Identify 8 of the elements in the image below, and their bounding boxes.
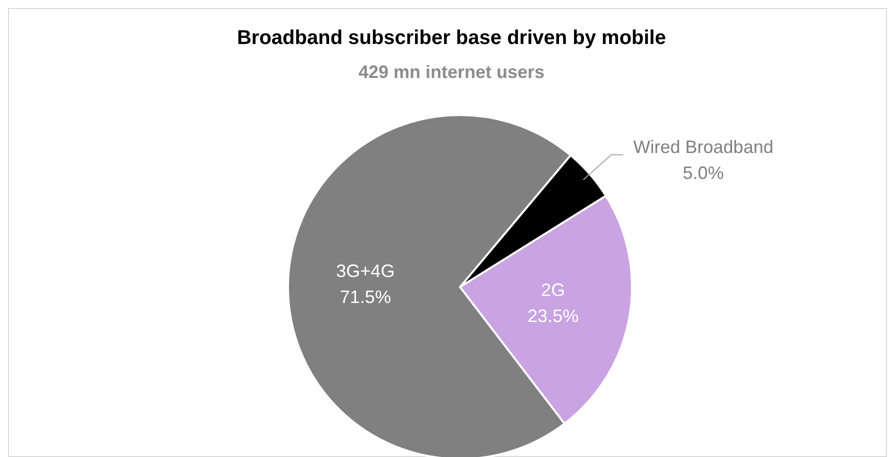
chart-subtitle: 429 mn internet users	[358, 62, 545, 82]
chart-title: Broadband subscriber base driven by mobile	[236, 27, 666, 49]
data-label: 71.5%	[340, 286, 391, 307]
slice-label: 3G+4G	[336, 260, 395, 281]
slice-label: 2G	[541, 280, 566, 300]
data-label: 23.5%	[528, 306, 579, 326]
slice-label: Wired Broadband	[633, 136, 774, 157]
data-label: 5.0%	[682, 162, 724, 183]
